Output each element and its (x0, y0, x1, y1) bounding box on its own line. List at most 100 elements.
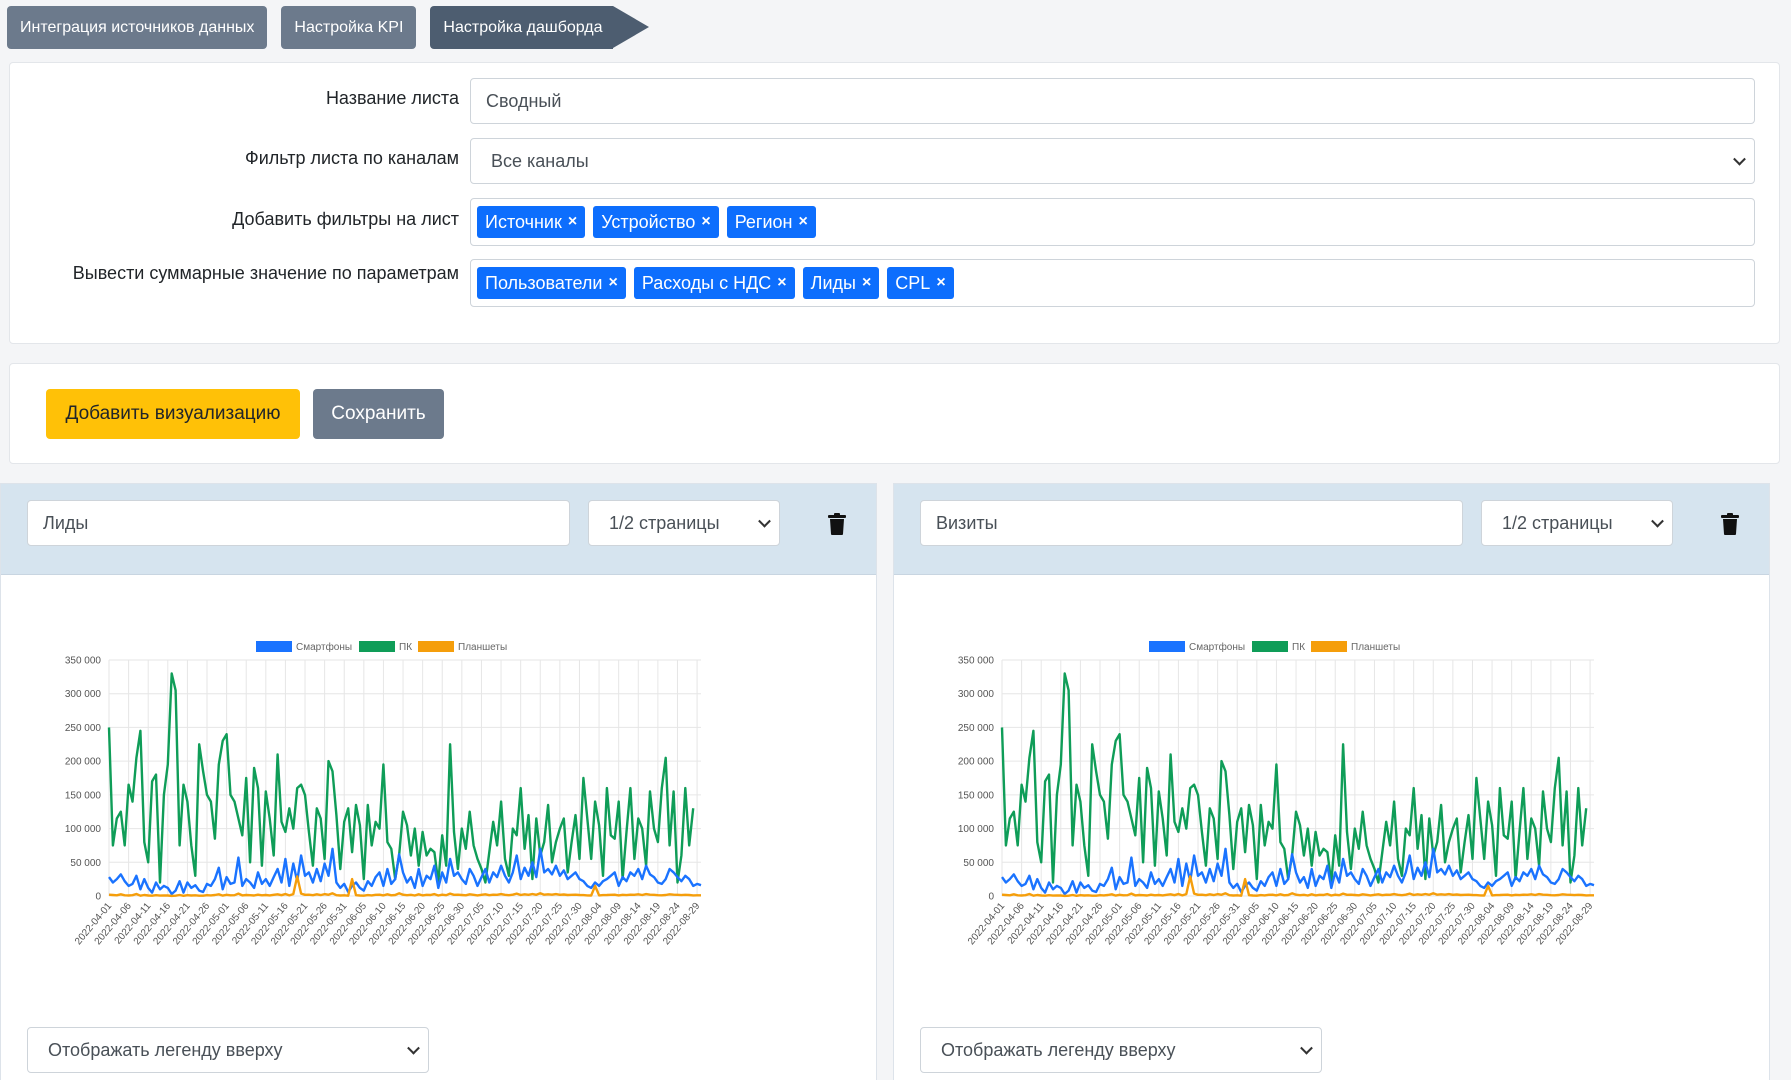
y-tick-label: 100 000 (958, 824, 995, 835)
tag-label: Устройство (601, 211, 696, 232)
series-line-smartphones (1001, 847, 1595, 896)
series-line-smartphones (108, 847, 702, 896)
legend-label: Смартфоны (1189, 641, 1245, 653)
sheet-name-input[interactable]: Сводный (470, 78, 1755, 124)
tag-label: Источник (485, 211, 562, 232)
remove-tag-icon[interactable]: × (798, 213, 808, 230)
trash-icon[interactable] (828, 513, 846, 535)
channel-filter-value: Все каналы (491, 150, 589, 171)
widget-size-value: 1/2 страницы (609, 512, 720, 533)
remove-tag-icon[interactable]: × (608, 274, 618, 291)
legend-item: Смартфоны (1149, 641, 1245, 653)
totals-multiselect[interactable]: Пользователи × Расходы с НДС × Лиды × CPL × (470, 259, 1755, 307)
legend-position-select[interactable]: Отображать легенду вверху (920, 1027, 1322, 1073)
legend-label: Смартфоны (296, 641, 352, 653)
tag-chip: Источник × (477, 206, 586, 238)
series-line-pc (1000, 672, 1588, 884)
step-kpi-setup[interactable]: Настройка KPI (281, 6, 417, 49)
legend-swatch (1311, 641, 1347, 652)
chevron-down-icon (1300, 1041, 1313, 1055)
chevron-down-icon (758, 514, 771, 528)
sheet-name-value: Сводный (486, 90, 562, 111)
sheet-filters-row: Добавить фильтры на лист Источник × Устрой… (10, 198, 1779, 246)
y-tick-label: 200 000 (65, 757, 102, 768)
legend-item: Планшеты (418, 641, 507, 653)
tag-label: Регион (734, 211, 793, 232)
tag-chip: Пользователи × (477, 267, 626, 299)
legend-position-value: Отображать легенду вверху (941, 1039, 1176, 1060)
widget-size-select[interactable]: 1/2 страницы (1481, 500, 1673, 546)
legend-label: ПК (399, 642, 412, 653)
sheet-settings-card: Название листа Сводный Фильтр листа по к… (9, 62, 1780, 344)
totals-tags: Пользователи × Расходы с НДС × Лиды × CPL × (471, 267, 960, 299)
legend-label: Планшеты (458, 642, 507, 653)
widget-size-value: 1/2 страницы (1502, 512, 1613, 533)
y-tick-label: 0 (95, 892, 101, 903)
widget-title-input[interactable]: Лиды (27, 500, 570, 546)
legend-label: ПК (1292, 642, 1305, 653)
tag-chip: Лиды × (802, 267, 880, 299)
legend-item: ПК (359, 641, 412, 653)
remove-tag-icon[interactable]: × (701, 213, 711, 230)
tag-chip: Расходы с НДС × (633, 267, 795, 299)
sheet-name-label: Название листа (325, 88, 459, 108)
y-tick-label: 150 000 (65, 790, 102, 801)
widget-title-input[interactable]: Визиты (920, 500, 1463, 546)
widget-leads: Лиды 1/2 страницы Смартфоны ПК Планшеты 0 50… (0, 483, 877, 1080)
remove-tag-icon[interactable]: × (861, 274, 872, 291)
remove-tag-icon[interactable]: × (567, 213, 578, 230)
widget-title-value: Лиды (43, 512, 89, 533)
widget-header: Лиды 1/2 страницы (1, 484, 876, 575)
y-tick-label: 50 000 (963, 858, 994, 869)
step-dashboard-setup[interactable]: Настройка дашборда (430, 6, 649, 49)
sheet-filters-label: Добавить фильтры на лист (232, 209, 459, 229)
channel-filter-label: Фильтр листа по каналам (245, 148, 459, 168)
y-tick-label: 200 000 (958, 757, 995, 768)
legend-swatch (256, 641, 292, 652)
tag-chip: CPL × (887, 267, 954, 299)
y-tick-label: 50 000 (70, 858, 101, 869)
legend-swatch (1149, 641, 1185, 652)
channel-filter-row: Фильтр листа по каналам Все каналы (10, 138, 1779, 184)
series-line-tablets (108, 875, 701, 898)
chevron-down-icon (407, 1041, 420, 1055)
y-tick-label: 150 000 (958, 790, 995, 801)
tag-label: Расходы с НДС (641, 272, 772, 293)
legend-position-value: Отображать легенду вверху (48, 1039, 283, 1060)
y-tick-label: 350 000 (958, 656, 995, 667)
channel-filter-select[interactable]: Все каналы (470, 138, 1755, 184)
y-tick-label: 250 000 (958, 723, 995, 734)
legend-label: Планшеты (1351, 642, 1400, 653)
y-tick-label: 250 000 (65, 723, 102, 734)
step-data-integration[interactable]: Интеграция источников данных (7, 6, 268, 49)
filter-tags: Источник × Устройство × Регион × (471, 206, 822, 238)
y-tick-label: 300 000 (65, 689, 102, 700)
y-tick-label: 300 000 (958, 689, 995, 700)
remove-tag-icon[interactable]: × (936, 274, 946, 291)
widget-size-select[interactable]: 1/2 страницы (588, 500, 780, 546)
widget-title-value: Визиты (936, 512, 998, 533)
sheet-filters-multiselect[interactable]: Источник × Устройство × Регион × (470, 198, 1755, 246)
save-button[interactable]: Сохранить (313, 389, 444, 439)
remove-tag-icon[interactable]: × (777, 274, 787, 291)
wizard-steps: Интеграция источников данных Настройка K… (7, 6, 649, 49)
totals-label: Вывести суммарные значение по параметрам (72, 263, 459, 283)
legend-item: Планшеты (1311, 641, 1400, 653)
tag-label: Лиды (810, 272, 856, 293)
widget-visits: Визиты 1/2 страницы Смартфоны ПК Планшеты 0… (893, 483, 1770, 1080)
legend-item: ПК (1252, 641, 1305, 653)
add-visualization-button[interactable]: Добавить визуализацию (46, 389, 300, 439)
leads-line-chart: Смартфоны ПК Планшеты 0 50 000 100 000 150 000… (65, 641, 703, 947)
legend-item: Смартфоны (256, 641, 352, 653)
visits-line-chart: Смартфоны ПК Планшеты 0 50 000 100 000 150 000… (958, 641, 1596, 947)
series-line-tablets (1001, 875, 1594, 898)
series-line-pc (107, 672, 695, 884)
totals-row: Вывести суммарные значение по параметрам… (10, 259, 1779, 307)
y-tick-label: 0 (988, 892, 994, 903)
legend-position-select[interactable]: Отображать легенду вверху (27, 1027, 429, 1073)
trash-icon[interactable] (1721, 513, 1739, 535)
chevron-down-icon (1651, 514, 1664, 528)
widget-header: Визиты 1/2 страницы (894, 484, 1769, 575)
y-tick-label: 100 000 (65, 824, 102, 835)
tag-label: Пользователи (485, 272, 603, 293)
